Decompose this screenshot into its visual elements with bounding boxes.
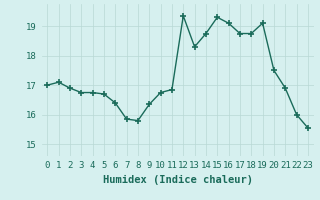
X-axis label: Humidex (Indice chaleur): Humidex (Indice chaleur) — [103, 175, 252, 185]
